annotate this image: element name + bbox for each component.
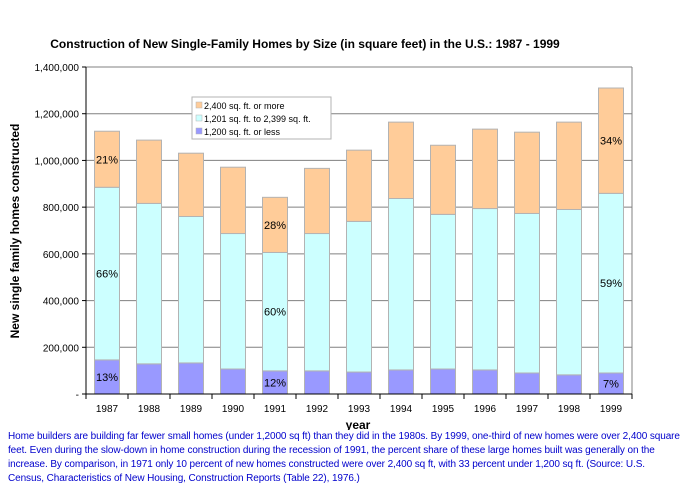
bar-segment xyxy=(220,166,246,235)
x-tick-label: 1995 xyxy=(432,404,455,415)
x-tick-label: 1994 xyxy=(390,404,413,415)
bar-segment xyxy=(430,213,456,370)
x-tick-label: 1989 xyxy=(180,404,203,415)
bar-segment xyxy=(262,196,288,253)
bar-segment xyxy=(430,144,456,215)
y-tick-label: - xyxy=(76,390,79,401)
y-tick-label: 1,400,000 xyxy=(35,63,80,74)
bar-segment xyxy=(346,149,372,222)
bar-segment xyxy=(346,220,372,373)
bar-segment xyxy=(514,131,540,214)
x-tick-label: 1991 xyxy=(264,404,287,415)
legend: 2,400 sq. ft. or more 1,201 sq. ft. to 2,… xyxy=(191,96,332,140)
bar-segment xyxy=(94,186,120,361)
data-label: 28% xyxy=(264,220,286,232)
y-tick-label: 1,200,000 xyxy=(35,110,80,121)
y-axis-label: New single family homes constructed xyxy=(8,124,22,339)
legend-swatch xyxy=(195,127,203,135)
x-tick-label: 1993 xyxy=(348,404,371,415)
x-tick-label: 1996 xyxy=(474,404,497,415)
bar-segment xyxy=(472,369,498,395)
x-tick-label: 1997 xyxy=(516,404,539,415)
footnote: Home builders are building far fewer sma… xyxy=(8,431,680,484)
bar-segment xyxy=(136,139,162,204)
data-label: 34% xyxy=(600,136,622,148)
y-tick-label: 600,000 xyxy=(43,250,80,261)
bar-segment xyxy=(220,233,246,370)
chart-title: Construction of New Single-Family Homes … xyxy=(50,37,560,51)
bar-segment xyxy=(598,87,624,194)
bar-segment xyxy=(388,121,414,200)
bar-segment xyxy=(388,198,414,371)
x-tick-label: 1992 xyxy=(306,404,329,415)
x-tick-label: 1999 xyxy=(600,404,623,415)
bar-segment xyxy=(178,362,204,395)
legend-label: 1,200 sq. ft. or less xyxy=(204,127,281,137)
bar-segment xyxy=(514,372,540,395)
bar-segment xyxy=(304,167,330,235)
bar-segment xyxy=(430,368,456,395)
bar-segment xyxy=(598,192,624,374)
bar-segment xyxy=(136,202,162,365)
x-tick-label: 1987 xyxy=(96,404,119,415)
legend-label: 1,201 sq. ft. to 2,399 sq. ft. xyxy=(204,114,311,124)
y-tick-label: 200,000 xyxy=(43,343,80,354)
data-label: 66% xyxy=(96,269,118,281)
bar-segment xyxy=(178,215,204,364)
x-axis-label: year xyxy=(346,418,371,430)
y-tick-label: 1,000,000 xyxy=(35,156,80,167)
bar-segment xyxy=(388,369,414,395)
bar-segment xyxy=(346,371,372,395)
bar-segment xyxy=(556,121,582,210)
legend-label: 2,400 sq. ft. or more xyxy=(204,101,285,111)
x-tick-label: 1998 xyxy=(558,404,581,415)
bar-segment xyxy=(220,368,246,395)
y-tick-label: 400,000 xyxy=(43,297,80,308)
legend-box xyxy=(191,96,332,140)
bar-segment xyxy=(556,374,582,395)
data-label: 59% xyxy=(600,278,622,290)
data-label: 13% xyxy=(96,372,118,384)
legend-swatch xyxy=(195,101,203,109)
data-label: 60% xyxy=(264,307,286,319)
legend-swatch xyxy=(195,114,203,122)
data-label: 12% xyxy=(264,377,286,389)
bars: 13% 66% 21% 12% 60% 28% 7% 59% 34% xyxy=(94,87,624,395)
data-label: 21% xyxy=(96,154,118,166)
x-tick-label: 1988 xyxy=(138,404,161,415)
bar-segment xyxy=(136,363,162,395)
stacked-bar-chart: Construction of New Single-Family Homes … xyxy=(8,37,633,430)
bar-segment xyxy=(556,208,582,376)
bar-segment xyxy=(178,152,204,217)
bar-segment xyxy=(514,212,540,374)
bar-segment xyxy=(472,128,498,210)
x-tick-label: 1990 xyxy=(222,404,245,415)
bar-segment xyxy=(304,233,330,372)
bar-segment xyxy=(304,370,330,395)
bar-segment xyxy=(472,208,498,371)
axes: - 200,000 400,000 600,000 800,000 1,000,000 1,… xyxy=(35,63,633,415)
data-label: 7% xyxy=(603,378,619,390)
bar-segment xyxy=(94,130,120,188)
y-tick-label: 800,000 xyxy=(43,203,80,214)
